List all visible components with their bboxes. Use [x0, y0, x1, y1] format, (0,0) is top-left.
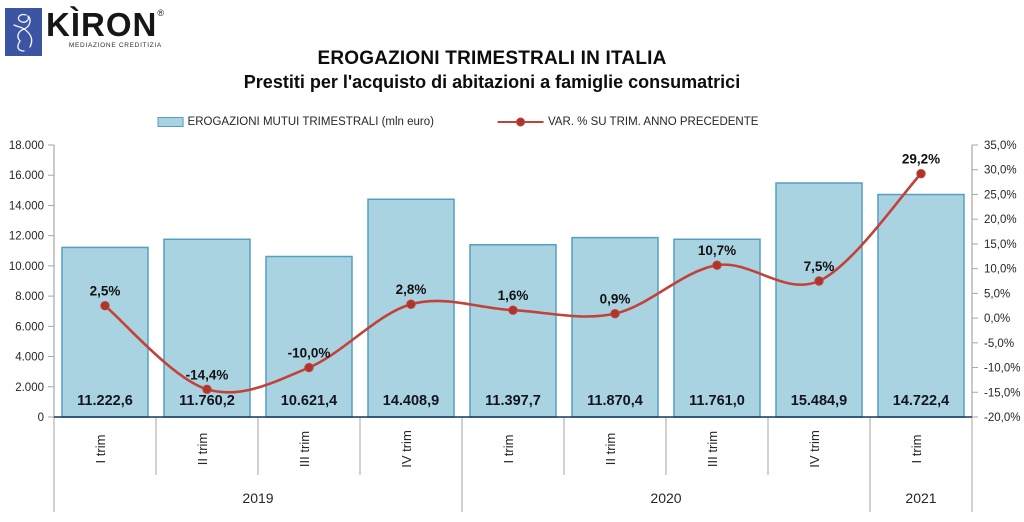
- x-axis-quarter-label: IV trim: [807, 430, 822, 468]
- line-marker: [610, 308, 620, 319]
- bar-value-label: 10.621,4: [281, 393, 337, 409]
- kiron-figure-icon: [13, 13, 33, 52]
- line-marker: [508, 305, 518, 315]
- bar: [469, 244, 557, 418]
- bar-value-label: 11.760,2: [179, 393, 235, 409]
- line-value-label: 0,9%: [600, 292, 631, 307]
- line-marker: [100, 301, 110, 311]
- bar-value-label: 14.722,4: [893, 393, 949, 409]
- line-marker: [202, 384, 212, 395]
- y-axis-left-label: 10.000: [9, 261, 44, 273]
- y-axis-left-label: 2.000: [15, 382, 44, 394]
- y-axis-right-label: 10,0%: [984, 264, 1017, 276]
- y-axis-left-label: 12.000: [9, 231, 44, 243]
- line-swatch-icon: [497, 117, 544, 127]
- x-axis-quarter-label: II trim: [195, 433, 210, 466]
- bar-value-label: 11.761,0: [689, 393, 745, 409]
- y-axis-right-label: -10,0%: [984, 363, 1020, 375]
- legend-label-erogazioni: EROGAZIONI MUTUI TRIMESTRALI (mln euro): [187, 116, 434, 128]
- line-marker: [406, 299, 416, 309]
- legend-label-variazione: VAR. % SU TRIM. ANNO PRECEDENTE: [547, 116, 759, 128]
- x-axis-quarter-label: III trim: [297, 431, 312, 467]
- registered-trademark-icon: ®: [157, 8, 164, 18]
- x-axis-year-label: 2019: [242, 490, 273, 506]
- logo-subtitle: MEDIAZIONE CREDITIZIA: [68, 42, 162, 49]
- kiron-logo: KÌRON® MEDIAZIONE CREDITIZIA: [5, 8, 164, 56]
- chart-legend: EROGAZIONI MUTUI TRIMESTRALI (mln euro) …: [157, 116, 759, 128]
- chart-subtitle: Prestiti per l'acquisto di abitazioni a …: [243, 72, 741, 92]
- line-value-label: -14,4%: [186, 367, 229, 382]
- y-axis-right-label: 20,0%: [984, 214, 1017, 226]
- line-value-label: 2,5%: [90, 284, 121, 299]
- line-value-label: 2,8%: [396, 282, 427, 297]
- title-block: EROGAZIONI TRIMESTRALI IN ITALIA Prestit…: [244, 48, 740, 93]
- line-value-label: -10,0%: [288, 346, 331, 361]
- line-value-label: 7,5%: [804, 259, 835, 274]
- kiron-logo-mark: [5, 8, 42, 56]
- x-axis-year-label: 2020: [650, 490, 681, 506]
- line-swatch-dot-icon: [516, 117, 526, 127]
- y-axis-left-label: 16.000: [9, 170, 44, 182]
- bar: [61, 246, 149, 418]
- line-marker: [304, 362, 314, 373]
- y-axis-left-label: 6.000: [15, 321, 44, 333]
- line-value-label: 1,6%: [498, 288, 529, 303]
- y-axis-right-label: 30,0%: [984, 165, 1017, 177]
- bar: [265, 255, 353, 418]
- bar: [367, 198, 455, 418]
- line-marker: [916, 168, 926, 179]
- y-axis-right-label: 5,0%: [984, 288, 1010, 300]
- y-axis-right-label: -20,0%: [984, 412, 1020, 424]
- y-axis-left-label: 14.000: [9, 200, 44, 212]
- logo-brand-name: KÌRON: [46, 6, 158, 43]
- y-axis-left-label: 18.000: [9, 140, 44, 152]
- bar: [877, 193, 965, 418]
- chart-plot-area: 0 2.000 4.000 6.000 8.000 10.000 12.000 14.000 1…: [9, 140, 1020, 512]
- bar: [571, 236, 659, 418]
- y-axis-left-label: 0: [38, 412, 44, 424]
- line-marker: [814, 276, 824, 286]
- legend-item-variazione: VAR. % SU TRIM. ANNO PRECEDENTE: [497, 116, 759, 128]
- x-axis-quarter-label: I trim: [93, 435, 108, 464]
- y-axis-left-label: 8.000: [15, 291, 44, 303]
- x-axis-quarter-label: I trim: [501, 435, 516, 464]
- bar-value-label: 11.870,4: [587, 393, 643, 409]
- line-value-label: 29,2%: [902, 152, 940, 167]
- x-axis-quarter-label: IV trim: [399, 430, 414, 468]
- line-marker: [712, 260, 722, 270]
- bar-value-label: 14.408,9: [383, 393, 439, 409]
- logo-text: KÌRON® MEDIAZIONE CREDITIZIA: [46, 8, 164, 49]
- y-axis-right-label: 15,0%: [984, 239, 1017, 251]
- legend-item-erogazioni: EROGAZIONI MUTUI TRIMESTRALI (mln euro): [157, 116, 434, 128]
- y-axis-right-label: 25,0%: [984, 189, 1017, 201]
- x-axis-year-label: 2021: [905, 490, 936, 506]
- bar-value-label: 11.222,6: [77, 393, 133, 409]
- bar: [775, 182, 863, 418]
- bar-value-label: 15.484,9: [791, 393, 847, 409]
- x-axis-quarter-label: III trim: [705, 431, 720, 467]
- x-axis-quarter-label: I trim: [909, 435, 924, 464]
- y-axis-right-label: -15,0%: [984, 387, 1020, 399]
- y-axis-right-label: 35,0%: [984, 140, 1017, 152]
- y-axis-right-label: -5,0%: [984, 338, 1014, 350]
- bar-value-label: 11.397,7: [485, 393, 541, 409]
- y-axis-right-label: 0,0%: [984, 313, 1010, 325]
- bar-swatch-icon: [157, 117, 184, 127]
- y-axis-left-label: 4.000: [15, 352, 44, 364]
- x-axis-quarter-label: II trim: [603, 433, 618, 466]
- line-value-label: 10,7%: [698, 243, 736, 258]
- chart-title: EROGAZIONI TRIMESTRALI IN ITALIA: [317, 48, 667, 69]
